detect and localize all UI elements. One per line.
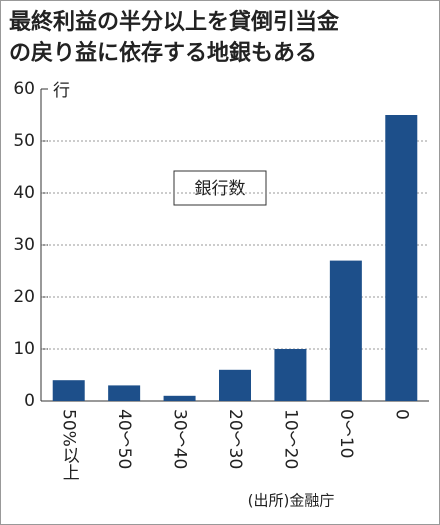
- y-tick-label: 20: [13, 287, 35, 307]
- x-tick-label: 0〜10: [335, 409, 356, 459]
- x-tick-label: 30〜40: [169, 409, 190, 470]
- x-tick-label: 0: [391, 409, 412, 420]
- source: (出所)金融庁: [248, 492, 335, 510]
- x-tick-label: 10〜20: [280, 409, 301, 470]
- y-unit: 行: [53, 81, 70, 101]
- annotation-box: [173, 170, 267, 206]
- bar: [329, 260, 362, 401]
- bar: [163, 395, 196, 401]
- bar: [219, 369, 251, 401]
- y-tick-label: 10: [13, 339, 35, 359]
- y-tick-label: 40: [13, 183, 35, 203]
- y-tick-label: 30: [13, 235, 35, 255]
- x-tick-label: 50%以上: [58, 409, 79, 481]
- annotation: 銀行数: [195, 179, 246, 199]
- bar: [108, 385, 141, 401]
- x-tick-label: 20〜30: [225, 409, 245, 470]
- chart-title: の戻り益に依存する地銀もある: [9, 40, 317, 66]
- chart-title: 最終利益の半分以上を貸倒引当金: [9, 9, 340, 35]
- y-tick-label: 0: [24, 391, 35, 411]
- y-tick-label: 60: [13, 79, 35, 99]
- bar: [385, 115, 418, 401]
- x-tick-label: 40〜50: [114, 409, 135, 470]
- y-tick-label: 50: [13, 131, 35, 151]
- bar: [52, 380, 85, 401]
- bar: [274, 349, 307, 401]
